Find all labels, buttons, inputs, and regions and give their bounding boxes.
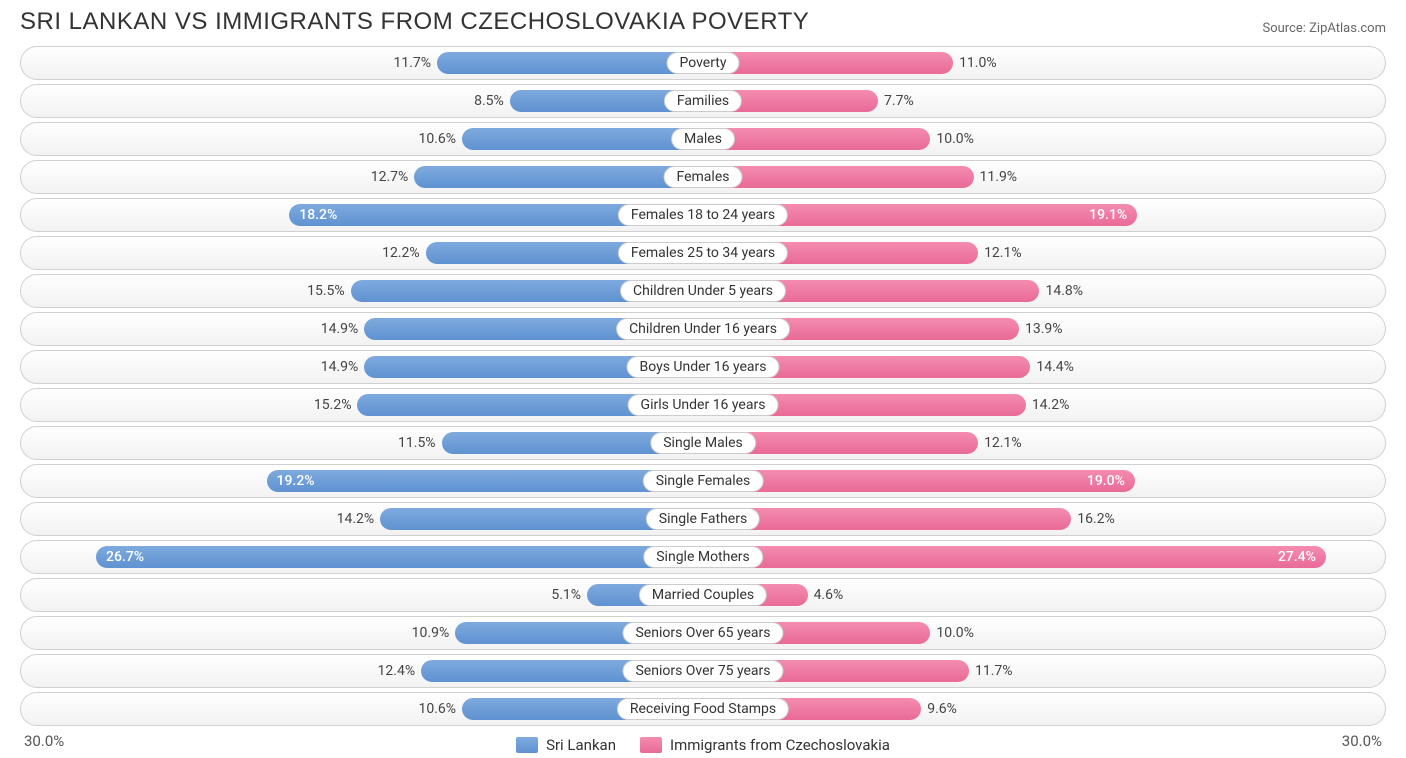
category-label: Seniors Over 75 years <box>622 660 783 682</box>
chart-header: SRI LANKAN VS IMMIGRANTS FROM CZECHOSLOV… <box>0 0 1406 42</box>
category-label: Females 25 to 34 years <box>618 242 788 264</box>
value-left: 14.9% <box>294 313 364 345</box>
value-right: 27.4% <box>703 541 1326 573</box>
value-left: 10.6% <box>392 693 462 725</box>
category-label: Families <box>664 90 742 112</box>
value-right: 11.0% <box>953 47 1023 79</box>
value-left: 12.7% <box>344 161 414 193</box>
chart-row: 11.5% 12.1% Single Males <box>20 426 1386 460</box>
value-left: 11.5% <box>372 427 442 459</box>
category-label: Children Under 16 years <box>616 318 790 340</box>
value-left: 12.4% <box>351 655 421 687</box>
value-left: 10.6% <box>392 123 462 155</box>
legend-item-left: Sri Lankan <box>516 736 616 754</box>
value-left: 10.9% <box>385 617 455 649</box>
value-right: 11.7% <box>969 655 1039 687</box>
category-label: Married Couples <box>639 584 767 606</box>
chart-row: 10.9% 10.0% Seniors Over 65 years <box>20 616 1386 650</box>
chart-row: 15.5% 14.8% Children Under 5 years <box>20 274 1386 308</box>
category-label: Males <box>671 128 735 150</box>
chart-row: 10.6% 10.0% Males <box>20 122 1386 156</box>
legend: Sri Lankan Immigrants from Czechoslovaki… <box>516 736 890 754</box>
value-left: 19.2% <box>267 465 703 497</box>
chart-area: 11.7%11.0%Poverty8.5%7.7%Families10.6%10… <box>0 42 1406 726</box>
bar-right <box>703 166 974 188</box>
value-right: 14.8% <box>1039 275 1109 307</box>
chart-row: 5.1% 4.6% Married Couples <box>20 578 1386 612</box>
value-right: 12.1% <box>978 237 1048 269</box>
chart-row: 14.9% 13.9% Children Under 16 years <box>20 312 1386 346</box>
chart-footer: 30.0% Sri Lankan Immigrants from Czechos… <box>0 730 1406 758</box>
value-right: 10.0% <box>930 123 1000 155</box>
value-right: 4.6% <box>808 579 878 611</box>
value-right: 9.6% <box>921 693 991 725</box>
bar-right <box>703 128 930 150</box>
value-left: 8.5% <box>440 85 510 117</box>
category-label: Single Fathers <box>646 508 760 530</box>
value-left: 12.2% <box>356 237 426 269</box>
chart-row: 12.4% 11.7% Seniors Over 75 years <box>20 654 1386 688</box>
chart-title: SRI LANKAN VS IMMIGRANTS FROM CZECHOSLOV… <box>20 8 809 36</box>
chart-row: 19.2%19.0%Single Females <box>20 464 1386 498</box>
chart-row: 14.9% 14.4% Boys Under 16 years <box>20 350 1386 384</box>
axis-max-right: 30.0% <box>1342 732 1382 750</box>
axis-max-left: 30.0% <box>24 732 64 750</box>
category-label: Females <box>664 166 743 188</box>
chart-row: 26.7%27.4%Single Mothers <box>20 540 1386 574</box>
value-right: 13.9% <box>1019 313 1089 345</box>
chart-row: 18.2%19.1%Females 18 to 24 years <box>20 198 1386 232</box>
value-right: 14.4% <box>1030 351 1100 383</box>
chart-row: 12.2% 12.1% Females 25 to 34 years <box>20 236 1386 270</box>
category-label: Females 18 to 24 years <box>618 204 788 226</box>
chart-row: 11.7% 11.0% Poverty <box>20 46 1386 80</box>
chart-row: 8.5% 7.7% Families <box>20 84 1386 118</box>
category-label: Single Males <box>650 432 756 454</box>
bar-right <box>703 52 953 74</box>
value-left: 15.5% <box>281 275 351 307</box>
chart-row: 12.7% 11.9% Females <box>20 160 1386 194</box>
value-left: 5.1% <box>517 579 587 611</box>
legend-swatch-left <box>516 737 538 753</box>
value-right: 7.7% <box>878 85 948 117</box>
value-left: 15.2% <box>287 389 357 421</box>
category-label: Boys Under 16 years <box>626 356 779 378</box>
value-left: 14.2% <box>310 503 380 535</box>
legend-label-right: Immigrants from Czechoslovakia <box>670 736 890 754</box>
value-left: 26.7% <box>96 541 703 573</box>
chart-row: 14.2% 16.2% Single Fathers <box>20 502 1386 536</box>
bar-left <box>462 128 703 150</box>
legend-item-right: Immigrants from Czechoslovakia <box>640 736 890 754</box>
legend-label-left: Sri Lankan <box>546 736 616 754</box>
value-right: 12.1% <box>978 427 1048 459</box>
bar-left <box>437 52 703 74</box>
legend-swatch-right <box>640 737 662 753</box>
category-label: Children Under 5 years <box>620 280 786 302</box>
value-right: 10.0% <box>930 617 1000 649</box>
chart-row: 10.6% 9.6% Receiving Food Stamps <box>20 692 1386 726</box>
chart-row: 15.2% 14.2% Girls Under 16 years <box>20 388 1386 422</box>
value-right: 16.2% <box>1071 503 1141 535</box>
category-label: Girls Under 16 years <box>628 394 779 416</box>
category-label: Single Mothers <box>643 546 763 568</box>
value-left: 14.9% <box>294 351 364 383</box>
category-label: Poverty <box>666 52 739 74</box>
value-right: 11.9% <box>974 161 1044 193</box>
value-right: 14.2% <box>1026 389 1096 421</box>
chart-source: Source: ZipAtlas.com <box>1262 21 1386 36</box>
value-left: 11.7% <box>367 47 437 79</box>
category-label: Receiving Food Stamps <box>617 698 789 720</box>
category-label: Seniors Over 65 years <box>622 622 783 644</box>
value-right: 19.0% <box>703 465 1135 497</box>
category-label: Single Females <box>643 470 764 492</box>
bar-left <box>414 166 703 188</box>
